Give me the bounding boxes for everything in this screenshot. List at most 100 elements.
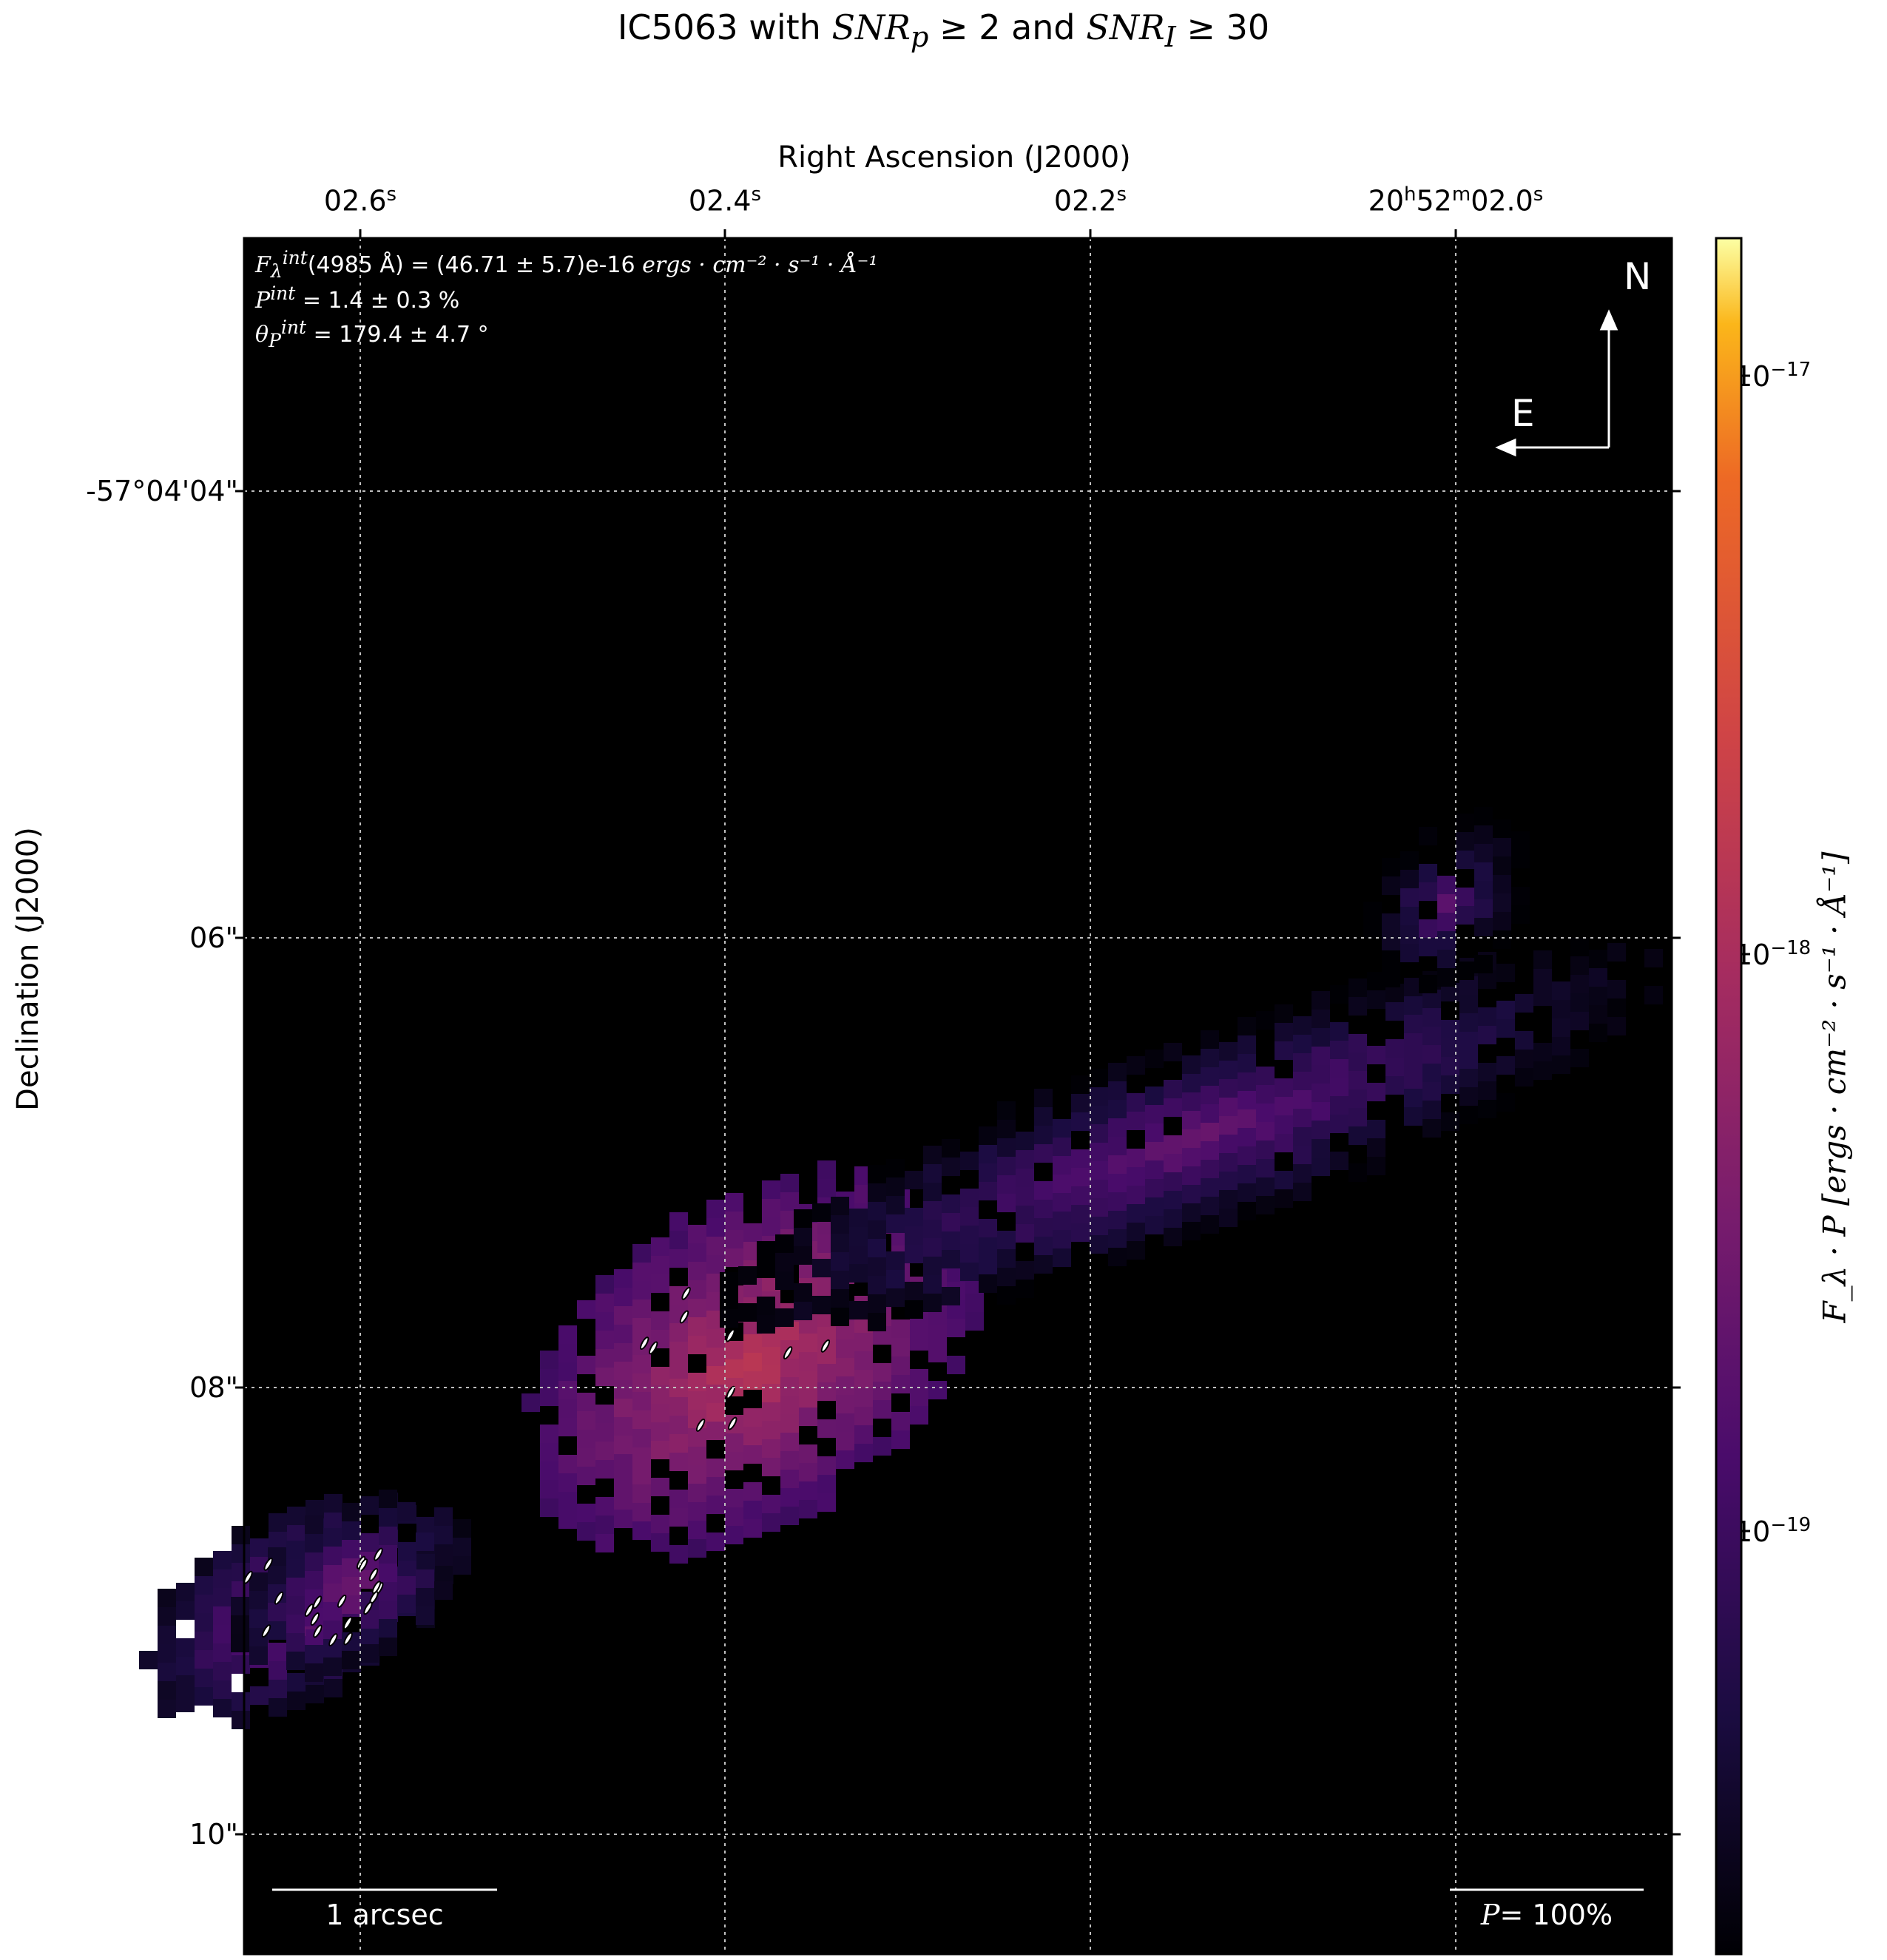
emission-pixel (1293, 1016, 1312, 1035)
emission-pixel (688, 1336, 706, 1354)
emission-pixel (1441, 1112, 1459, 1131)
emission-pixel (1053, 1230, 1071, 1248)
emission-pixel (1182, 1074, 1201, 1092)
emission-pixel (849, 1209, 868, 1227)
emission-pixel (1090, 1087, 1108, 1106)
emission-pixel (540, 1388, 558, 1406)
emission-pixel (669, 1490, 688, 1508)
emission-pixel (342, 1577, 360, 1595)
emission-pixel (595, 1534, 614, 1552)
emission-pixel (905, 1282, 923, 1300)
emission-pixel (762, 1347, 780, 1365)
emission-pixel (794, 1283, 812, 1302)
emission-pixel (434, 1581, 453, 1600)
emission-pixel (213, 1643, 232, 1662)
emission-pixel (1016, 1132, 1034, 1150)
emission-pixel (323, 1565, 342, 1584)
emission-pixel (1053, 1119, 1071, 1138)
emission-pixel (1182, 1129, 1201, 1148)
emission-pixel (886, 1270, 905, 1288)
emission-pixel (1312, 1102, 1330, 1121)
emission-pixel (706, 1385, 725, 1403)
emission-pixel (817, 1160, 836, 1179)
emission-pixel (762, 1402, 780, 1421)
emission-pixel (1348, 1126, 1367, 1145)
emission-pixel (342, 1651, 360, 1669)
emission-pixel (706, 1348, 725, 1366)
emission-pixel (799, 1463, 817, 1481)
emission-pixel (1201, 1049, 1219, 1067)
emission-pixel (669, 1508, 688, 1527)
emission-pixel (614, 1436, 632, 1454)
emission-pixel (632, 1503, 651, 1521)
emission-pixel (1478, 1063, 1496, 1081)
emission-pixel (762, 1199, 780, 1217)
emission-pixel (1422, 1064, 1441, 1082)
emission-pixel (286, 1652, 305, 1670)
emission-pixel (632, 1447, 651, 1466)
colorbar (1716, 238, 1741, 1954)
emission-pixel (1330, 1059, 1348, 1078)
emission-pixel (1644, 986, 1663, 1004)
emission-pixel (1385, 1039, 1404, 1058)
emission-pixel (1515, 994, 1533, 1013)
emission-pixel (997, 1286, 1016, 1305)
emission-pixel (1275, 1041, 1293, 1060)
emission-pixel (738, 1303, 757, 1322)
emission-pixel (762, 1513, 780, 1532)
emission-pixel (176, 1675, 195, 1694)
emission-pixel (1071, 1075, 1090, 1094)
emission-pixel (1312, 1028, 1330, 1047)
emission-pixel (1256, 1104, 1275, 1122)
emission-pixel (725, 1230, 743, 1248)
emission-pixel (942, 1287, 960, 1305)
emission-pixel (1238, 1109, 1256, 1128)
emission-pixel (762, 1365, 780, 1384)
emission-pixel (799, 1352, 817, 1371)
emission-pixel (286, 1633, 305, 1652)
emission-pixel (614, 1473, 632, 1491)
emission-pixel (886, 1177, 905, 1196)
emission-pixel (725, 1433, 743, 1452)
emission-pixel (780, 1470, 799, 1488)
emission-pixel (1312, 1139, 1330, 1158)
emission-pixel (780, 1507, 799, 1525)
emission-pixel (799, 1481, 817, 1500)
emission-pixel (997, 1249, 1016, 1268)
emission-pixel (1275, 1134, 1293, 1152)
emission-pixel (831, 1197, 849, 1215)
emission-pixel (960, 1207, 979, 1226)
emission-pixel (1293, 1053, 1312, 1072)
emission-pixel (1108, 1229, 1127, 1248)
emission-pixel (960, 1263, 979, 1281)
emission-pixel (688, 1447, 706, 1465)
emission-pixel (873, 1382, 891, 1400)
emission-pixel (306, 1685, 324, 1703)
emission-pixel (1238, 1072, 1256, 1091)
emission-pixel (1422, 1045, 1441, 1064)
emission-pixel (780, 1192, 799, 1211)
emission-pixel (1034, 1089, 1053, 1107)
emission-pixel (706, 1403, 725, 1422)
emission-pixel (1400, 851, 1419, 870)
emission-pixel (1127, 1186, 1145, 1204)
emission-pixel (1570, 938, 1589, 956)
emission-pixel (1496, 1019, 1515, 1038)
emission-pixel (757, 1241, 775, 1260)
emission-pixel (158, 1644, 176, 1663)
emission-pixel (1400, 925, 1419, 944)
emission-pixel (1016, 1150, 1034, 1169)
emission-pixel (1127, 1112, 1145, 1130)
emission-pixel (743, 1519, 762, 1538)
emission-pixel (176, 1694, 195, 1712)
emission-pixel (1293, 1109, 1312, 1127)
emission-pixel (1437, 950, 1456, 968)
emission-pixel (836, 1339, 854, 1358)
emission-pixel (632, 1429, 651, 1447)
emission-pixel (398, 1542, 416, 1561)
emission-pixel (965, 1294, 984, 1312)
emission-pixel (1459, 995, 1478, 1013)
emission-pixel (614, 1306, 632, 1325)
emission-pixel (651, 1478, 669, 1496)
emission-pixel (1275, 1023, 1293, 1041)
